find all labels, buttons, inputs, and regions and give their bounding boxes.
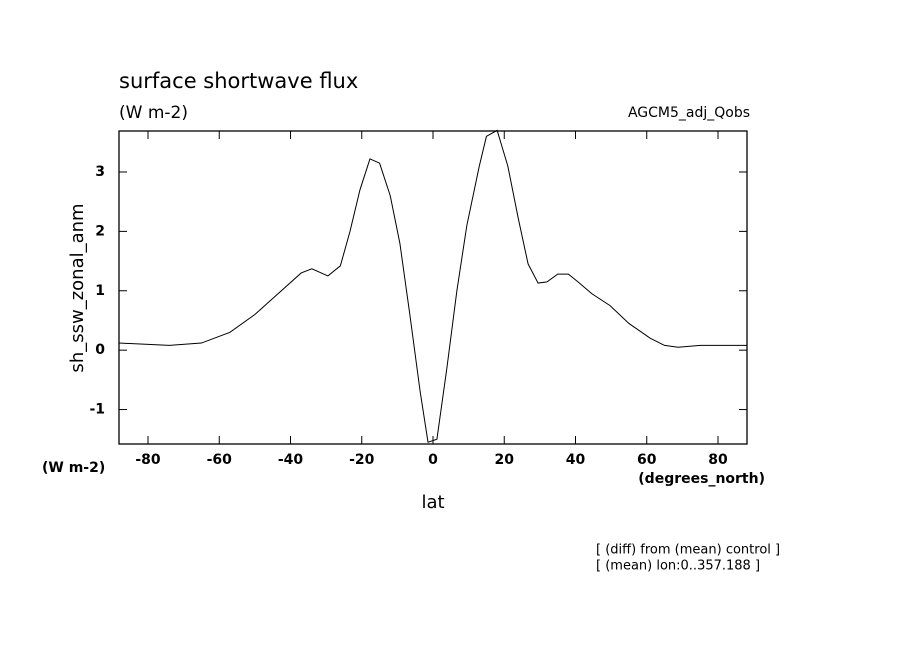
y-tick-label: 0 xyxy=(95,342,105,358)
data-line xyxy=(119,129,747,443)
x-tick-label: 80 xyxy=(708,452,728,468)
x-tick-label: 40 xyxy=(566,452,586,468)
y-axis-label: sh_ssw_zonal_anm xyxy=(67,203,88,372)
note: [ (mean) lon:0..357.188 ] xyxy=(596,559,760,574)
y-tick-label: -1 xyxy=(89,402,105,418)
note: [ (diff) from (mean) control ] xyxy=(596,543,780,558)
x-tick-label: 60 xyxy=(637,452,657,468)
x-axis-label: lat xyxy=(421,492,444,513)
run-label: AGCM5_adj_Qobs xyxy=(628,105,750,121)
y-units: (W m-2) xyxy=(42,460,105,476)
x-tick-label: -80 xyxy=(135,452,161,468)
chart-title: surface shortwave flux xyxy=(119,69,358,93)
x-tick-label: -40 xyxy=(278,452,304,468)
y-tick-label: 2 xyxy=(95,223,105,239)
x-units: (degrees_north) xyxy=(638,471,765,487)
x-tick-label: 20 xyxy=(495,452,515,468)
x-tick-label: -60 xyxy=(207,452,233,468)
subtitle: (W m-2) xyxy=(119,103,188,123)
x-tick-label: 0 xyxy=(428,452,438,468)
y-tick-label: 3 xyxy=(95,164,105,180)
y-tick-label: 1 xyxy=(95,283,105,299)
x-tick-label: -20 xyxy=(349,452,375,468)
